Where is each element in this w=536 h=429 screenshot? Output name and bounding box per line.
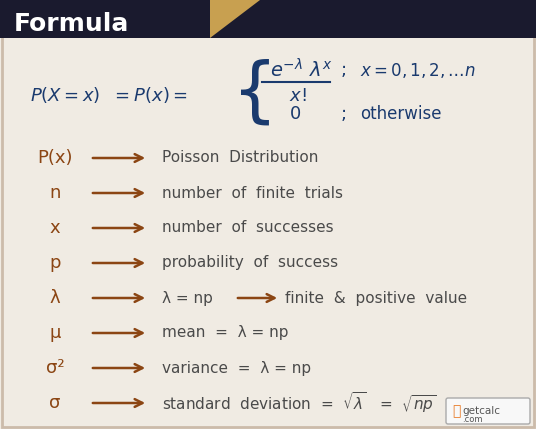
Text: x: x [50,219,61,237]
Text: n: n [49,184,61,202]
Text: Formula: Formula [14,12,129,36]
Polygon shape [210,0,260,38]
FancyBboxPatch shape [446,398,530,424]
Text: $0$: $0$ [289,105,301,123]
Text: mean  =  λ = np: mean = λ = np [162,326,288,341]
Text: p: p [49,254,61,272]
Text: σ: σ [49,394,61,412]
Text: otherwise: otherwise [360,105,442,123]
Text: .com: .com [462,416,482,425]
Text: λ = np: λ = np [162,290,213,305]
Text: P(x): P(x) [37,149,73,167]
Text: σ²: σ² [46,359,64,377]
Text: number  of  finite  trials: number of finite trials [162,185,343,200]
Text: $P(X = x)$  $= P(x) =$: $P(X = x)$ $= P(x) =$ [30,85,188,105]
FancyBboxPatch shape [0,0,536,38]
Text: finite  &  positive  value: finite & positive value [285,290,467,305]
Text: probability  of  success: probability of success [162,256,338,271]
Text: getcalc: getcalc [462,406,500,416]
Text: λ: λ [50,289,61,307]
Text: $e^{-\lambda}\ \lambda^{x}$: $e^{-\lambda}\ \lambda^{x}$ [270,58,332,82]
Text: $;$: $;$ [340,105,346,123]
Text: Poisson  Distribution: Poisson Distribution [162,151,318,166]
Text: standard  deviation  =  $\sqrt{\lambda}$   =  $\sqrt{np}$: standard deviation = $\sqrt{\lambda}$ = … [162,390,436,416]
Text: $;$: $;$ [340,61,346,79]
Text: variance  =  λ = np: variance = λ = np [162,360,311,375]
Text: μ: μ [49,324,61,342]
Text: $x!$: $x!$ [289,87,307,105]
Text: ⓖ: ⓖ [452,404,460,418]
Text: number  of  successes: number of successes [162,221,333,236]
Text: {: { [232,58,278,127]
Text: $x = 0, 1, 2, \ldots n$: $x = 0, 1, 2, \ldots n$ [360,60,476,79]
